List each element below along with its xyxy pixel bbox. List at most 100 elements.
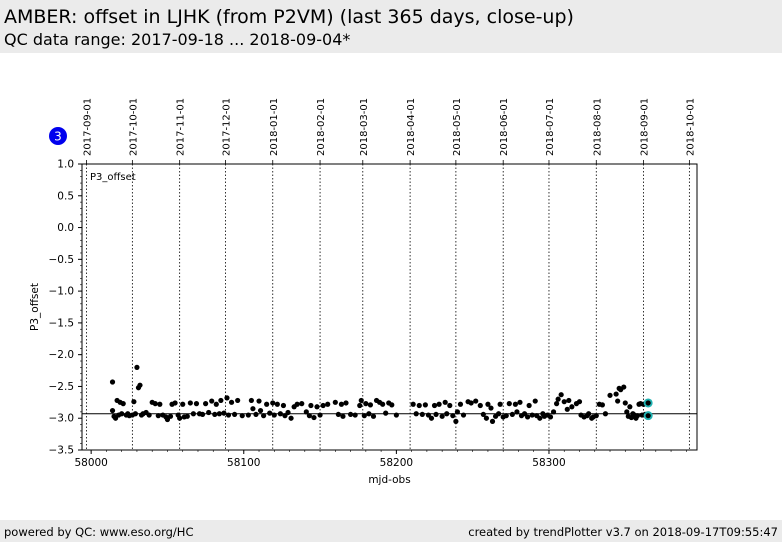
data-point bbox=[157, 401, 163, 407]
data-point bbox=[555, 396, 561, 402]
data-point bbox=[453, 418, 459, 424]
data-point bbox=[120, 401, 126, 407]
x-axis-label: mjd-obs bbox=[368, 474, 410, 486]
data-point bbox=[206, 409, 212, 416]
data-point bbox=[203, 401, 209, 407]
data-point bbox=[308, 402, 314, 409]
date-tick-label: 2018-04-01 bbox=[406, 98, 417, 156]
data-point bbox=[146, 412, 152, 418]
data-point bbox=[155, 413, 161, 419]
data-point bbox=[250, 406, 256, 412]
data-point bbox=[503, 413, 509, 419]
date-tick-label: 2018-02-01 bbox=[316, 98, 327, 156]
plot-header: AMBER: offset in LJHK (from P2VM) (last … bbox=[0, 0, 782, 53]
data-point bbox=[267, 410, 273, 416]
data-point bbox=[512, 401, 518, 407]
data-point bbox=[152, 401, 158, 407]
date-gridlines bbox=[86, 164, 690, 450]
plot-frame bbox=[81, 163, 698, 451]
data-point bbox=[358, 397, 364, 404]
data-point bbox=[218, 397, 224, 404]
data-point bbox=[274, 401, 280, 407]
y-tick-label: −1.5 bbox=[49, 317, 75, 329]
data-point bbox=[615, 398, 621, 404]
data-point bbox=[576, 399, 583, 405]
y-tick-label: −0.5 bbox=[49, 254, 75, 266]
data-point bbox=[586, 411, 592, 417]
x-tick-label: 58100 bbox=[227, 457, 260, 469]
data-point bbox=[627, 404, 633, 410]
data-point bbox=[599, 402, 605, 408]
data-point bbox=[109, 379, 116, 385]
data-point bbox=[285, 409, 291, 416]
data-point bbox=[431, 402, 438, 409]
date-tick-label: 2018-07-01 bbox=[545, 98, 556, 156]
data-point bbox=[119, 411, 125, 417]
data-point bbox=[177, 415, 183, 421]
data-point bbox=[547, 414, 554, 420]
data-point bbox=[439, 413, 445, 419]
data-point bbox=[454, 409, 461, 415]
x-tick-label: 58300 bbox=[532, 457, 565, 469]
data-point bbox=[410, 401, 416, 407]
date-tick-label: 2017-12-01 bbox=[221, 98, 232, 156]
data-point bbox=[187, 400, 193, 406]
data-point bbox=[607, 392, 613, 398]
data-point bbox=[564, 406, 570, 412]
data-point bbox=[569, 404, 575, 410]
data-point bbox=[517, 399, 523, 405]
data-point bbox=[306, 413, 312, 419]
data-point bbox=[497, 401, 503, 407]
data-point bbox=[525, 414, 531, 420]
data-point bbox=[338, 401, 345, 407]
data-point bbox=[190, 411, 197, 417]
highlight-point bbox=[645, 400, 651, 406]
data-point bbox=[634, 413, 641, 419]
data-point bbox=[271, 412, 277, 418]
data-point bbox=[294, 401, 300, 407]
data-point bbox=[393, 412, 399, 418]
data-point bbox=[460, 412, 467, 418]
data-point bbox=[413, 411, 419, 417]
date-tick-label: 2018-05-01 bbox=[452, 98, 463, 156]
data-point bbox=[380, 401, 386, 407]
data-point bbox=[134, 364, 140, 370]
date-tick-label: 2017-11-01 bbox=[176, 98, 187, 156]
data-point bbox=[299, 401, 305, 407]
data-point bbox=[193, 401, 200, 407]
footer-credit: powered by QC: www.eso.org/HC bbox=[4, 525, 194, 539]
data-point bbox=[477, 402, 483, 409]
data-point bbox=[422, 402, 428, 408]
x-tick-label: 58200 bbox=[380, 457, 413, 469]
highlight-point bbox=[645, 413, 651, 419]
footer-created-by: created by trendPlotter v3.7 on 2018-09-… bbox=[468, 525, 778, 539]
data-point bbox=[264, 401, 270, 407]
data-point bbox=[239, 413, 245, 419]
data-point bbox=[363, 401, 369, 407]
y-tick-label: −3.0 bbox=[49, 413, 75, 425]
data-point bbox=[442, 399, 448, 405]
data-point bbox=[199, 411, 206, 418]
data-point bbox=[514, 409, 520, 415]
date-tick-label: 2018-10-01 bbox=[685, 98, 696, 156]
data-point bbox=[248, 397, 254, 404]
data-point bbox=[450, 413, 456, 419]
trend-plot: 2017-09-01 2017-10-01 2017-11-01 2017-12-01… bbox=[29, 98, 698, 486]
data-point bbox=[132, 411, 139, 417]
data-point bbox=[317, 412, 323, 418]
date-tick-label: 2018-08-01 bbox=[592, 98, 603, 156]
data-point bbox=[320, 402, 326, 409]
y-tick-label: −2.0 bbox=[49, 349, 75, 361]
data-point bbox=[433, 411, 439, 418]
y-tick-label: 1.0 bbox=[57, 159, 74, 171]
data-point bbox=[622, 400, 628, 406]
data-point bbox=[613, 391, 619, 397]
data-point bbox=[480, 411, 486, 418]
data-point bbox=[314, 404, 320, 410]
data-point bbox=[419, 411, 425, 418]
data-point bbox=[621, 384, 627, 390]
x-axis: 58000 58100 58200 58300 bbox=[74, 450, 687, 469]
data-point bbox=[473, 398, 479, 404]
data-point bbox=[109, 407, 116, 414]
data-point bbox=[232, 411, 238, 418]
